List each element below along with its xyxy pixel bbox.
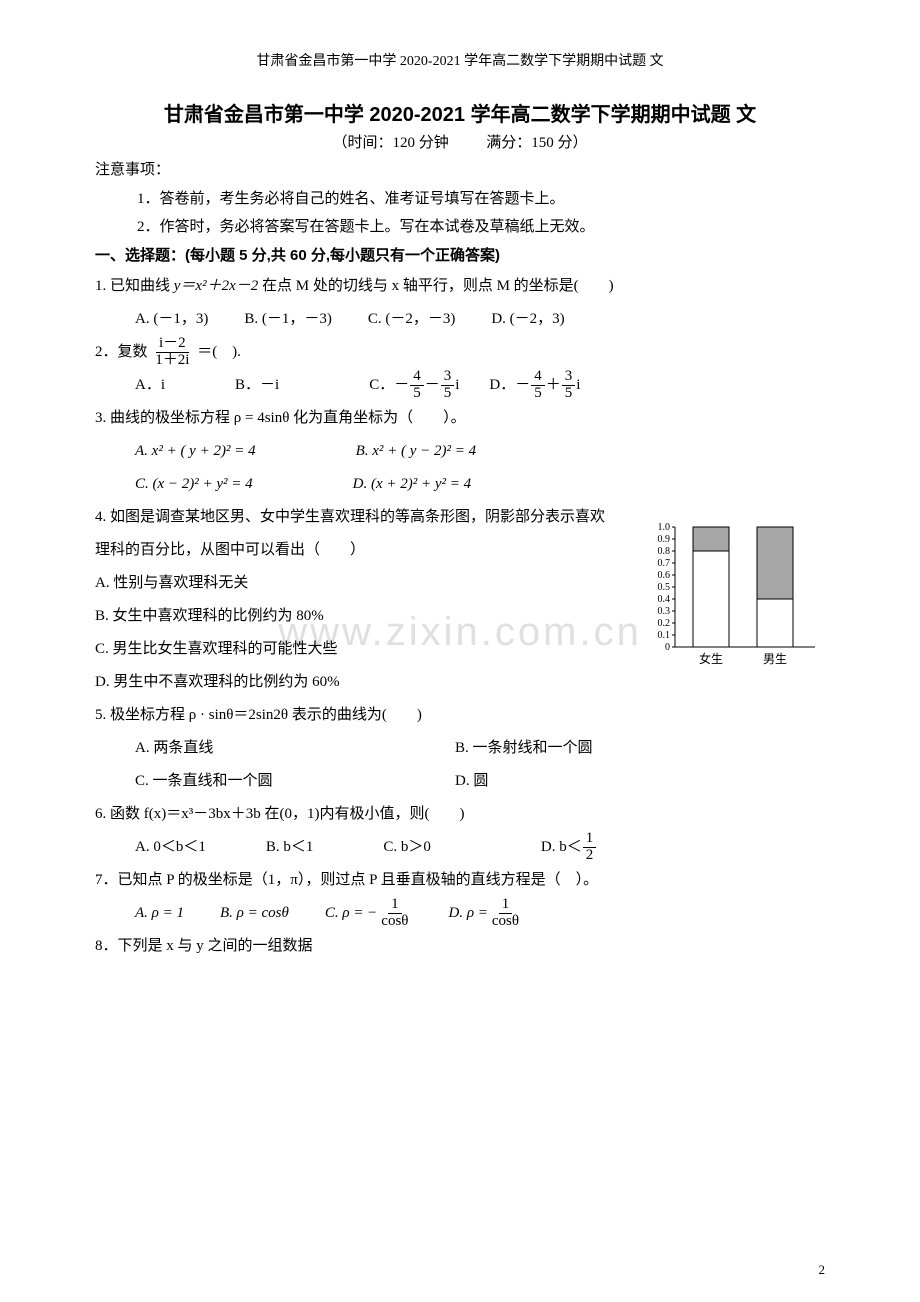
q2-opt-a: A．i xyxy=(135,369,165,402)
q1-opt-d: D. (－2，3) xyxy=(491,303,564,336)
q5-stem: 5. 极坐标方程 ρ · sinθ＝2sin2θ 表示的曲线为( ) xyxy=(95,699,825,732)
q7c-pre: C. ρ = − xyxy=(325,897,377,930)
time-label: （时间：120 分钟 xyxy=(332,135,448,151)
svg-text:0.2: 0.2 xyxy=(658,618,671,629)
svg-text:0: 0 xyxy=(665,642,670,653)
q1-opt-a: A. (－1，3) xyxy=(135,303,208,336)
subtitle: （时间：120 分钟 满分：150 分） xyxy=(95,131,825,152)
svg-text:1.0: 1.0 xyxy=(658,522,671,533)
svg-text:0.5: 0.5 xyxy=(658,582,671,593)
svg-text:0.6: 0.6 xyxy=(658,570,671,581)
main-title: 甘肃省金昌市第一中学 2020-2021 学年高二数学下学期期中试题 文 xyxy=(95,98,825,127)
note-1: 1．答卷前，考生务必将自己的姓名、准考证号填写在答题卡上。 xyxy=(95,185,825,214)
q4-opt-c: C. 男生比女生喜欢理科的可能性大些 xyxy=(95,633,609,666)
page-number: 2 xyxy=(819,1262,826,1278)
q6d-d: 2 xyxy=(583,848,597,864)
q4-opt-b: B. 女生中喜欢理科的比例约为 80% xyxy=(95,600,609,633)
section-1-head: 一、选择题：(每小题 5 分,共 60 分,每小题只有一个正确答案) xyxy=(95,242,825,271)
q3-options-1: A. x² + ( y + 2)² = 4 B. x² + ( y − 2)² … xyxy=(95,435,825,468)
q2-frac-den: 1＋2i xyxy=(152,353,192,369)
svg-text:0.7: 0.7 xyxy=(658,558,671,569)
q3-opt-c: C. (x − 2)² + y² = 4 xyxy=(135,468,253,501)
q4-opt-a: A. 性别与喜欢理科无关 xyxy=(95,567,609,600)
q5-options-2: C. 一条直线和一个圆 D. 圆 xyxy=(95,765,825,798)
q7-opt-d: D. ρ = 1cosθ xyxy=(448,897,523,930)
q6-opt-d: D. b＜ 12 xyxy=(541,831,597,864)
q2-fraction: i－2 1＋2i xyxy=(152,336,192,369)
q2c-d2: 5 xyxy=(441,386,455,402)
q2d-n1: 4 xyxy=(531,369,545,386)
q2c-n1: 4 xyxy=(410,369,424,386)
q7-opt-c: C. ρ = − 1cosθ xyxy=(325,897,413,930)
q1-opt-b: B. (－1，－3) xyxy=(244,303,332,336)
q2c-mid: － xyxy=(425,369,440,402)
svg-text:0.4: 0.4 xyxy=(658,594,671,605)
q7-opt-b: B. ρ = cosθ xyxy=(220,897,289,930)
q2-opt-c: C．－ 45 － 35 i xyxy=(369,369,459,402)
q7d-n: 1 xyxy=(499,897,513,914)
q3-opt-a: A. x² + ( y + 2)² = 4 xyxy=(135,435,256,468)
q5-opt-c: C. 一条直线和一个圆 xyxy=(135,765,455,798)
q2d-mid: ＋ xyxy=(546,369,561,402)
q7-options: A. ρ = 1 B. ρ = cosθ C. ρ = − 1cosθ D. ρ… xyxy=(95,897,825,930)
q5-opt-b: B. 一条射线和一个圆 xyxy=(455,732,593,765)
q1-pre: 1. 已知曲线 xyxy=(95,278,174,294)
q3-opt-b: B. x² + ( y − 2)² = 4 xyxy=(356,435,477,468)
notes-head: 注意事项： xyxy=(95,156,825,185)
q4-stem: 4. 如图是调查某地区男、女中学生喜欢理科的等高条形图，阴影部分表示喜欢理科的百… xyxy=(95,501,609,567)
running-header: 甘肃省金昌市第一中学 2020-2021 学年高二数学下学期期中试题 文 xyxy=(95,50,825,70)
q2-options: A．i B．－i C．－ 45 － 35 i D．－ 45 ＋ 35 i xyxy=(95,369,825,402)
q5-options-1: A. 两条直线 B. 一条射线和一个圆 xyxy=(95,732,825,765)
q6d-n: 1 xyxy=(583,831,597,848)
q2-post: ＝( ). xyxy=(197,344,241,360)
svg-text:女生: 女生 xyxy=(699,651,723,666)
q2d-n2: 3 xyxy=(562,369,576,386)
q7c-d: cosθ xyxy=(378,914,411,930)
q1-math: y＝x²＋2x－2 xyxy=(174,278,258,294)
q2d-d1: 5 xyxy=(531,386,545,402)
q1-stem: 1. 已知曲线 y＝x²＋2x－2 在点 M 处的切线与 x 轴平行，则点 M … xyxy=(95,270,825,303)
q6-stem: 6. 函数 f(x)＝x³－3bx＋3b 在(0，1)内有极小值，则( ) xyxy=(95,798,825,831)
q6-opt-a: A. 0＜b＜1 xyxy=(135,831,206,864)
q2c-post: i xyxy=(455,369,459,402)
q8-stem: 8．下列是 x 与 y 之间的一组数据 xyxy=(95,930,825,963)
q3-stem: 3. 曲线的极坐标方程 ρ = 4sinθ 化为直角坐标为（ ）。 xyxy=(95,402,825,435)
q5-opt-d: D. 圆 xyxy=(455,765,488,798)
q2-opt-b: B．－i xyxy=(235,369,279,402)
q7c-n: 1 xyxy=(388,897,402,914)
q2-frac-num: i－2 xyxy=(156,336,189,353)
svg-text:0.9: 0.9 xyxy=(658,534,671,545)
q2c-n2: 3 xyxy=(441,369,455,386)
q2d-post: i xyxy=(576,369,580,402)
svg-text:0.3: 0.3 xyxy=(658,606,671,617)
q1-post: 在点 M 处的切线与 x 轴平行，则点 M 的坐标是( ) xyxy=(258,278,613,294)
q1-options: A. (－1，3) B. (－1，－3) C. (－2，－3) D. (－2，3… xyxy=(95,303,825,336)
q4-opt-d: D. 男生中不喜欢理科的比例约为 60% xyxy=(95,666,609,699)
score-label: 满分：150 分） xyxy=(486,135,587,151)
q7-stem: 7．已知点 P 的极坐标是（1，π），则过点 P 且垂直极轴的直线方程是（ ）。 xyxy=(95,864,825,897)
q6-opt-c: C. b＞0 xyxy=(383,831,431,864)
q2-stem: 2．复数 i－2 1＋2i ＝( ). xyxy=(95,336,825,369)
q5-opt-a: A. 两条直线 xyxy=(135,732,455,765)
svg-text:0.8: 0.8 xyxy=(658,546,671,557)
q4-chart: 00.10.20.30.40.50.60.70.80.91.0 女生 男生 xyxy=(635,501,825,682)
q3-opt-d: D. (x + 2)² + y² = 4 xyxy=(353,468,472,501)
q6d-pre: D. b＜ xyxy=(541,831,582,864)
q3-options-2: C. (x − 2)² + y² = 4 D. (x + 2)² + y² = … xyxy=(95,468,825,501)
q2-opt-d: D．－ 45 ＋ 35 i xyxy=(489,369,580,402)
svg-text:0.1: 0.1 xyxy=(658,630,671,641)
q2d-pre: D．－ xyxy=(489,369,530,402)
q7-opt-a: A. ρ = 1 xyxy=(135,897,184,930)
q6-opt-b: B. b＜1 xyxy=(266,831,314,864)
q2c-pre: C．－ xyxy=(369,369,409,402)
note-2: 2．作答时，务必将答案写在答题卡上。写在本试卷及草稿纸上无效。 xyxy=(95,213,825,242)
q6-options: A. 0＜b＜1 B. b＜1 C. b＞0 D. b＜ 12 xyxy=(95,831,825,864)
svg-text:男生: 男生 xyxy=(763,652,787,666)
q2c-d1: 5 xyxy=(410,386,424,402)
q1-opt-c: C. (－2，－3) xyxy=(368,303,456,336)
q7d-d: cosθ xyxy=(489,914,522,930)
q2d-d2: 5 xyxy=(562,386,576,402)
q7d-pre: D. ρ = xyxy=(448,897,487,930)
q2-pre: 2．复数 xyxy=(95,344,148,360)
